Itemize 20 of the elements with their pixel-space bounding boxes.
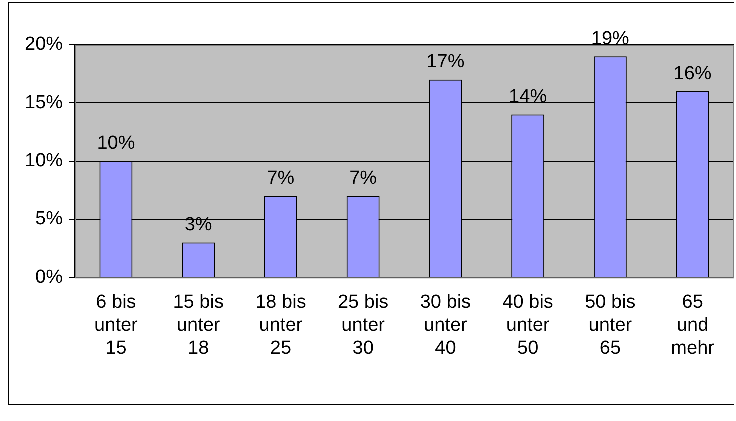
y-tick-label: 20%: [24, 34, 64, 56]
x-tick-label: 18 bis unter 25: [256, 292, 306, 359]
data-label: 7%: [267, 168, 295, 189]
x-tick-label: 15 bis unter 18: [173, 292, 224, 359]
x-tick-label: 50 bis unter 65: [585, 292, 636, 359]
data-label: 10%: [97, 133, 136, 154]
data-label: 19%: [591, 28, 630, 50]
data-label: 17%: [426, 52, 465, 73]
x-tick-label: 30 bis unter 40: [420, 292, 472, 359]
x-tick-label: 65 und mehr: [671, 292, 716, 359]
data-label: 7%: [350, 168, 378, 189]
x-tick-label: 40 bis unter 50: [502, 292, 554, 359]
x-tick-label: 25 bis unter 30: [338, 292, 389, 359]
y-tick-label: 15%: [24, 92, 64, 114]
y-tick-label: 10%: [24, 150, 64, 172]
y-tick-label: 5%: [36, 208, 64, 230]
x-tick-label: 6 bis unter 15: [94, 292, 139, 359]
y-tick-label: 0%: [36, 266, 64, 288]
data-label: 14%: [509, 86, 548, 108]
data-label: 16%: [674, 63, 712, 84]
